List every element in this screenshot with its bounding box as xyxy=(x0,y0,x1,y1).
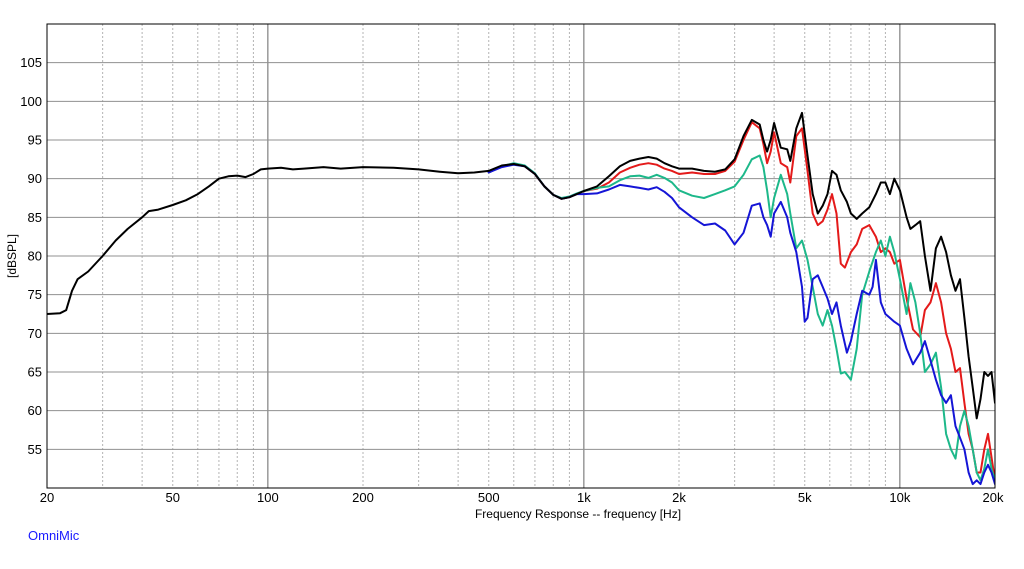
y-tick-label: 90 xyxy=(28,171,42,186)
y-tick-label: 80 xyxy=(28,249,42,264)
x-tick-label: 1k xyxy=(577,490,591,505)
x-tick-label: 500 xyxy=(478,490,500,505)
y-tick-labels: 55 60 65 70 75 80 85 90 95 100 105 xyxy=(20,55,42,457)
y-tick-label: 100 xyxy=(20,94,42,109)
x-tick-label: 20k xyxy=(983,490,1004,505)
y-tick-label: 55 xyxy=(28,442,42,457)
major-grid xyxy=(47,24,995,488)
y-tick-label: 70 xyxy=(28,326,42,341)
x-tick-label: 5k xyxy=(798,490,812,505)
x-tick-label: 200 xyxy=(352,490,374,505)
y-tick-label: 60 xyxy=(28,403,42,418)
x-tick-label: 2k xyxy=(672,490,686,505)
y-axis-label: [dBSPL] xyxy=(5,234,19,278)
y-tick-label: 95 xyxy=(28,133,42,148)
series-line xyxy=(487,163,995,486)
app-name-label: OmniMic xyxy=(28,528,80,543)
series-line xyxy=(487,121,995,482)
y-tick-label: 85 xyxy=(28,210,42,225)
x-tick-label: 100 xyxy=(257,490,279,505)
series-line xyxy=(47,111,995,420)
y-tick-label: 105 xyxy=(20,55,42,70)
x-axis-label: Frequency Response -- frequency [Hz] xyxy=(475,507,681,521)
y-tick-label: 75 xyxy=(28,287,42,302)
y-tick-label: 65 xyxy=(28,365,42,380)
x-tick-label: 20 xyxy=(40,490,54,505)
x-tick-label: 10k xyxy=(889,490,910,505)
x-tick-labels: 20 50 100 200 500 1k 2k 5k 10k 20k xyxy=(40,490,1004,505)
series-layer xyxy=(47,111,995,486)
x-tick-label: 50 xyxy=(166,490,180,505)
